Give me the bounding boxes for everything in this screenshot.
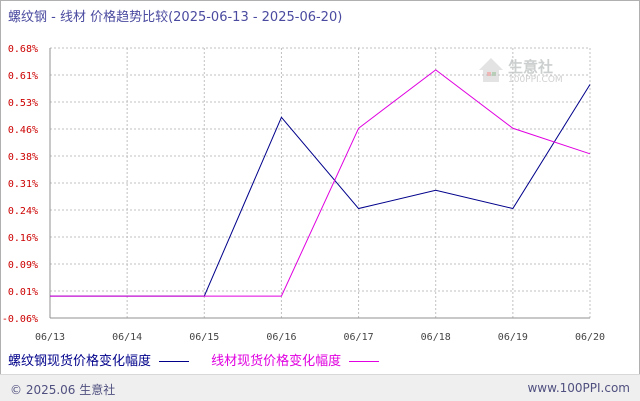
x-tick-label: 06/19 (498, 332, 528, 343)
x-tick-label: 06/16 (266, 332, 296, 343)
y-tick-label: 0.61% (8, 71, 38, 82)
x-tick-label: 06/20 (575, 332, 605, 343)
x-tick-label: 06/17 (344, 332, 374, 343)
y-tick-label: 0.68% (8, 44, 38, 55)
footer-site-link[interactable]: www.100PPI.com (527, 381, 630, 395)
y-tick-label: 0.16% (8, 233, 38, 244)
watermark-url: 100PPI.COM (508, 75, 563, 85)
y-tick-label: 0.09% (8, 260, 38, 271)
y-tick-label: 0.53% (8, 98, 38, 109)
x-tick-label: 06/18 (421, 332, 451, 343)
x-tick-label: 06/14 (112, 332, 142, 343)
y-tick-label: 0.38% (8, 152, 38, 163)
house-logo-icon (479, 58, 503, 82)
y-tick-label: 0.24% (8, 206, 38, 217)
y-tick-label: 0.31% (8, 179, 38, 190)
watermark-name: 生意社 (508, 58, 554, 76)
series-line-wire-rod (50, 69, 591, 297)
x-tick-label: 06/13 (35, 332, 65, 343)
y-tick-label: -0.06% (2, 314, 38, 325)
legend-label-wire-rod: 线材现货价格变化幅度 (211, 354, 342, 369)
footer-copyright: © 2025.06 生意社 (10, 383, 116, 397)
y-tick-label: 0.46% (8, 125, 38, 136)
legend-item-rebar: 螺纹钢现货价格变化幅度 (8, 350, 190, 369)
x-tick-label: 06/15 (189, 332, 219, 343)
legend-line-wire-rod (349, 361, 380, 362)
watermark-logo: 生意社 100PPI.COM (478, 56, 578, 90)
legend-item-wire-rod: 线材现货价格变化幅度 (211, 350, 380, 369)
line-chart: 0.68% 0.61% 0.53% 0.46% 0.38% 0.31% 0.24% 0.16%… (2, 44, 605, 343)
legend-label-rebar: 螺纹钢现货价格变化幅度 (8, 354, 152, 369)
y-tick-label: 0.01% (8, 287, 38, 298)
footer-bar: © 2025.06 生意社 www.100PPI.com (0, 374, 640, 401)
legend-line-rebar (159, 361, 190, 362)
chart-title: 螺纹钢 - 线材 价格趋势比较(2025-06-13 - 2025-06-20) (8, 10, 343, 25)
chart-legend: 螺纹钢现货价格变化幅度 线材现货价格变化幅度 (8, 350, 397, 369)
